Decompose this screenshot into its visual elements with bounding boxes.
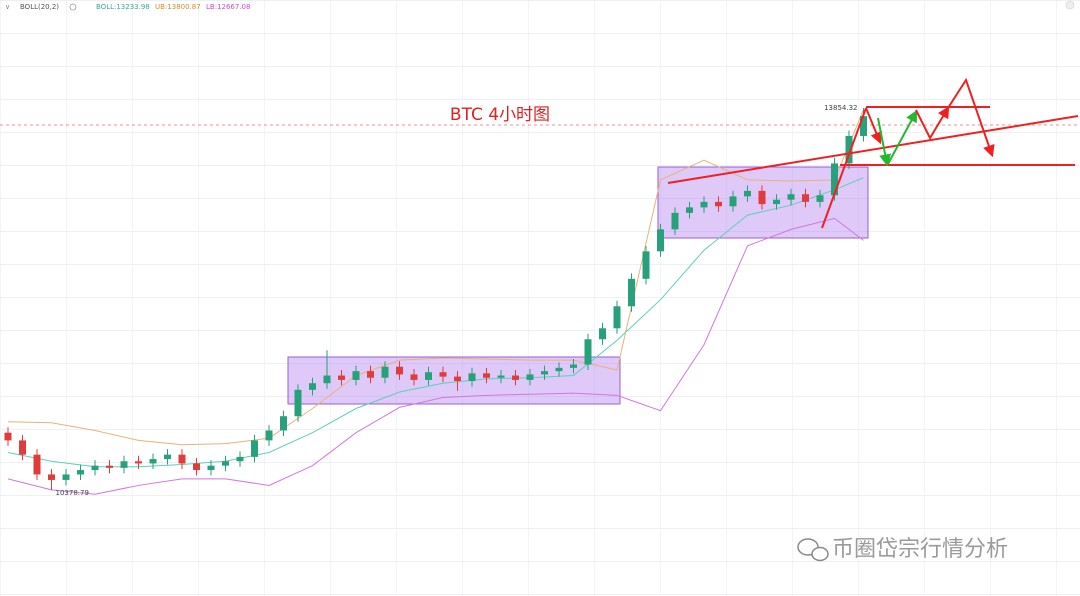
indicator-value: BOLL:13233.98: [96, 3, 150, 11]
candle-body: [555, 367, 563, 372]
candle-body: [410, 374, 418, 380]
candle-body: [352, 371, 360, 380]
watermark: 币圈岱宗行情分析: [797, 537, 1008, 562]
candle-body: [381, 366, 389, 378]
candle-body: [787, 194, 795, 200]
arrow: [887, 109, 918, 165]
candle-body: [642, 251, 650, 279]
candle-body: [338, 375, 345, 380]
candle-body: [454, 376, 461, 382]
arrow: [947, 77, 995, 158]
candle-body: [62, 474, 70, 480]
candle-body: [671, 212, 679, 230]
candle-body: [468, 373, 476, 382]
candle-body: [599, 328, 606, 340]
candle-body: [845, 135, 853, 164]
candle-body: [236, 456, 244, 462]
candle-body: [19, 440, 26, 455]
candle-body: [164, 454, 171, 460]
trend-line: [667, 115, 1079, 184]
candle-body: [178, 454, 186, 464]
chart-title: BTC 4小时图: [450, 105, 550, 125]
candle-body: [816, 195, 824, 202]
settings-icon[interactable]: [69, 3, 77, 11]
watermark-text: 币圈岱宗行情分析: [832, 537, 1008, 562]
candle-body: [773, 199, 780, 205]
candle-body: [207, 465, 215, 471]
arrow: [865, 107, 882, 145]
candle-body: [294, 389, 302, 417]
candle-body: [744, 190, 751, 197]
candle-body: [512, 375, 519, 380]
low-label: 10378.79: [56, 489, 89, 497]
indicator-value: LB:12667.08: [206, 3, 250, 11]
candle-body: [222, 461, 229, 466]
candle-body: [309, 383, 316, 390]
candle-body: [77, 470, 84, 475]
candle-body: [91, 465, 99, 471]
candle-body: [367, 371, 374, 378]
indicator-value: UB:13800.87: [155, 3, 201, 11]
candle-body: [541, 371, 548, 375]
candle-body: [628, 278, 635, 307]
candle-body: [33, 454, 41, 475]
candle-body: [106, 465, 113, 468]
wechat-icon: [811, 546, 829, 562]
indicator-name: BOLL(20,2): [20, 3, 59, 11]
candle-body: [686, 207, 693, 213]
candle-body: [526, 374, 534, 380]
candle-body: [729, 196, 737, 207]
candle-body: [700, 201, 708, 208]
arrow: [915, 105, 950, 141]
menu-icon[interactable]: [1065, 0, 1075, 10]
collapse-icon[interactable]: ∨: [5, 3, 10, 11]
candle-body: [323, 375, 331, 384]
candle-body: [193, 463, 200, 471]
candle-body: [425, 372, 432, 380]
candle-body: [120, 461, 128, 468]
candle-body: [584, 339, 592, 365]
candle-body: [280, 416, 287, 431]
high-label: 13854.32: [824, 104, 857, 112]
arrow: [821, 107, 867, 229]
candle-body: [4, 432, 12, 441]
candle-body: [135, 461, 142, 464]
bollinger-band: [7, 217, 864, 495]
candle-body: [265, 430, 273, 441]
candle-body: [149, 459, 157, 464]
candle-body: [570, 364, 577, 368]
candle-body: [483, 373, 490, 378]
candle-body: [657, 229, 664, 252]
candle-body: [48, 474, 55, 480]
candle-body: [860, 116, 867, 136]
arrow: [877, 117, 892, 167]
candle-body: [715, 201, 722, 207]
candle-body: [396, 366, 403, 375]
candle-body: [439, 372, 447, 377]
candle-body: [251, 440, 258, 457]
candle-body: [497, 375, 505, 378]
candle-body: [758, 190, 766, 205]
candle-body: [831, 163, 838, 196]
candle-body: [613, 306, 621, 329]
candle-body: [802, 194, 809, 202]
